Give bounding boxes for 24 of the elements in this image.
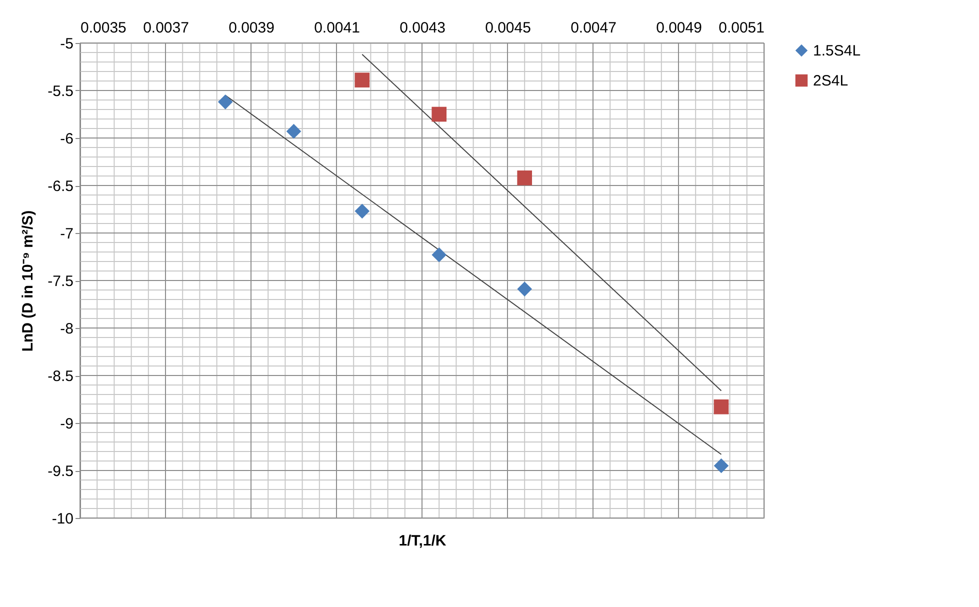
y-axis-title: LnD (D in 10⁻⁹ m²/S): [20, 210, 37, 352]
x-tick-label: 0.0047: [570, 20, 616, 36]
x-axis-title: 1/T,1/K: [398, 532, 446, 550]
y-tick-label: -9.5: [48, 463, 74, 480]
y-tick-label: -5.5: [48, 83, 74, 100]
x-tick-label: 0.0037: [143, 20, 189, 36]
x-tick-label: 0.0035: [80, 20, 126, 36]
y-tick-label: -10: [52, 510, 74, 528]
y-tick-label: -7.5: [48, 273, 74, 290]
legend-label: 1.5S4L: [813, 42, 861, 60]
x-tick-label: 0.0043: [400, 20, 446, 36]
y-tick-label: -8: [60, 320, 74, 338]
y-tick-label: -5: [60, 36, 74, 52]
y-tick-label: -6.5: [48, 178, 74, 195]
y-tick-label: -9: [60, 416, 74, 432]
x-tick-label: 0.0045: [485, 20, 531, 36]
x-tick-label: 0.0039: [228, 20, 274, 36]
x-tick-label: 0.0051: [718, 20, 764, 36]
legend-label: 2S4L: [813, 72, 848, 90]
x-tick-label: 0.0041: [314, 20, 360, 36]
y-tick-label: -8.5: [48, 368, 74, 385]
y-tick-label: -7: [60, 226, 74, 242]
x-tick-label: 0.0049: [656, 20, 702, 36]
y-tick-label: -6: [60, 130, 74, 148]
